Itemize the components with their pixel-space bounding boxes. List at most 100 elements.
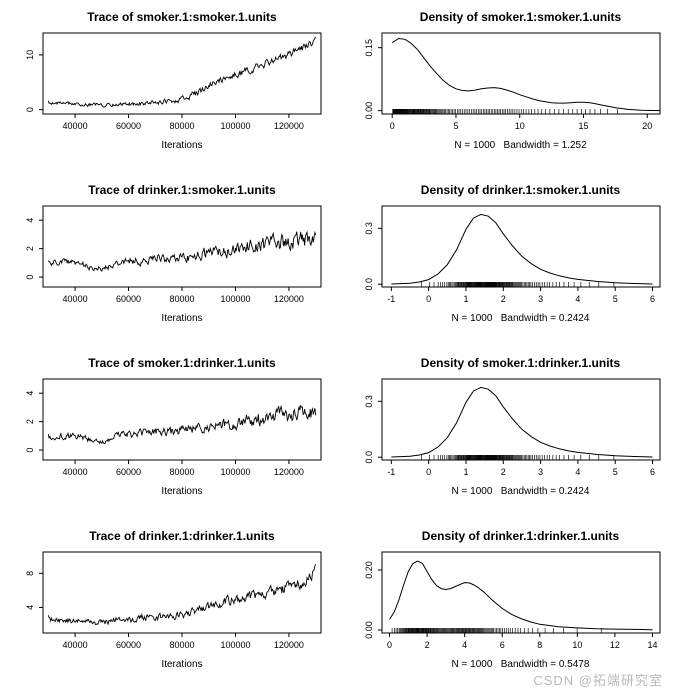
plot-canvas: 40000 60000 80000 100000 120000 4 8: [25, 551, 322, 650]
svg-text:5: 5: [453, 121, 458, 131]
svg-text:8: 8: [537, 640, 542, 650]
svg-text:120000: 120000: [274, 467, 304, 477]
svg-text:2: 2: [25, 246, 35, 251]
svg-text:2: 2: [424, 640, 429, 650]
svg-text:0: 0: [387, 640, 392, 650]
svg-text:4: 4: [462, 640, 467, 650]
plot-canvas: 0 2 4 6 8 10 12 14 0.00 0.20: [364, 551, 660, 650]
svg-text:5: 5: [612, 467, 617, 477]
svg-text:0: 0: [25, 275, 35, 280]
plot-canvas: 40000 60000 80000 100000 120000 0 2 4: [25, 378, 322, 477]
svg-text:0: 0: [25, 448, 35, 453]
plot-title: Density of drinker.1:drinker.1.units: [421, 529, 620, 543]
plot-bottom-label: N = 1000 Bandwidth = 0.2424: [451, 486, 590, 497]
plot-bottom-label: N = 1000 Bandwidth = 1.252: [454, 140, 587, 151]
svg-text:2: 2: [500, 467, 505, 477]
svg-text:120000: 120000: [274, 294, 304, 304]
svg-text:10: 10: [25, 50, 35, 60]
svg-text:14: 14: [647, 640, 657, 650]
svg-text:1: 1: [463, 294, 468, 304]
plot-cell: Density of drinker.1:smoker.1.units -1 0 1…: [338, 173, 677, 346]
plot-bottom-label: Iterations: [161, 659, 203, 670]
svg-text:8: 8: [25, 571, 35, 576]
svg-text:1: 1: [463, 467, 468, 477]
plot-title: Density of drinker.1:smoker.1.units: [420, 183, 621, 197]
svg-text:60000: 60000: [116, 640, 141, 650]
plot-canvas: -1 0 1 2 3 4 5 6 0.0 0.3: [364, 378, 660, 477]
svg-text:0.20: 0.20: [364, 561, 374, 579]
svg-text:2: 2: [25, 419, 35, 424]
plot-cell: Density of smoker.1:drinker.1.units -1 0 1…: [338, 346, 677, 519]
svg-text:15: 15: [578, 121, 588, 131]
plot-cell: Density of smoker.1:smoker.1.units 0 5 10 1…: [338, 0, 677, 173]
svg-text:-1: -1: [387, 467, 395, 477]
svg-text:0.3: 0.3: [364, 222, 374, 235]
svg-text:5: 5: [612, 294, 617, 304]
svg-text:4: 4: [575, 467, 580, 477]
svg-text:4: 4: [25, 218, 35, 223]
plot-title: Density of smoker.1:drinker.1.units: [420, 356, 621, 370]
svg-text:3: 3: [538, 294, 543, 304]
plot-title: Trace of drinker.1:drinker.1.units: [89, 529, 275, 543]
svg-text:100000: 100000: [220, 640, 250, 650]
svg-text:10: 10: [572, 640, 582, 650]
svg-text:80000: 80000: [169, 121, 194, 131]
plot-cell: Trace of drinker.1:drinker.1.units 40000…: [0, 519, 338, 692]
svg-text:120000: 120000: [274, 121, 304, 131]
svg-text:2: 2: [500, 294, 505, 304]
svg-text:12: 12: [609, 640, 619, 650]
plot-title: Trace of smoker.1:smoker.1.units: [87, 10, 277, 24]
svg-text:100000: 100000: [220, 467, 250, 477]
plot-bottom-label: Iterations: [161, 140, 203, 151]
plot-cell: Trace of drinker.1:smoker.1.units 40000 6…: [0, 173, 338, 346]
watermark-text: CSDN @拓端研究室: [533, 673, 663, 688]
svg-text:60000: 60000: [116, 294, 141, 304]
svg-text:6: 6: [650, 294, 655, 304]
svg-text:0: 0: [389, 121, 394, 131]
svg-text:3: 3: [538, 467, 543, 477]
svg-text:20: 20: [642, 121, 652, 131]
svg-text:0.00: 0.00: [364, 621, 374, 639]
svg-text:60000: 60000: [116, 121, 141, 131]
svg-text:0.00: 0.00: [364, 102, 374, 120]
svg-text:6: 6: [499, 640, 504, 650]
svg-text:0: 0: [25, 107, 35, 112]
svg-text:0: 0: [426, 294, 431, 304]
svg-text:0.15: 0.15: [364, 39, 374, 57]
svg-text:40000: 40000: [63, 467, 88, 477]
plot-title: Density of smoker.1:smoker.1.units: [419, 10, 622, 24]
plot-title: Trace of smoker.1:drinker.1.units: [88, 356, 276, 370]
svg-text:80000: 80000: [169, 294, 194, 304]
svg-text:40000: 40000: [63, 121, 88, 131]
svg-text:80000: 80000: [169, 640, 194, 650]
plot-canvas: 40000 60000 80000 100000 120000 0 10: [25, 32, 322, 131]
svg-text:-1: -1: [387, 294, 395, 304]
plot-cell: Trace of smoker.1:drinker.1.units 40000 6…: [0, 346, 338, 519]
svg-text:40000: 40000: [63, 294, 88, 304]
plot-canvas: 40000 60000 80000 100000 120000 0 2 4: [25, 205, 322, 304]
plot-bottom-label: N = 1000 Bandwidth = 0.2424: [451, 313, 590, 324]
svg-text:4: 4: [25, 605, 35, 610]
plot-cell: Trace of smoker.1:smoker.1.units 40000 60…: [0, 0, 338, 173]
svg-text:60000: 60000: [116, 467, 141, 477]
plot-bottom-label: Iterations: [161, 486, 203, 497]
svg-text:100000: 100000: [220, 294, 250, 304]
plot-canvas: 0 5 10 15 20 0.00 0.15: [364, 32, 660, 131]
svg-text:6: 6: [650, 467, 655, 477]
plot-title: Trace of drinker.1:smoker.1.units: [88, 183, 276, 197]
svg-text:0.3: 0.3: [364, 395, 374, 408]
svg-text:4: 4: [575, 294, 580, 304]
svg-text:120000: 120000: [274, 640, 304, 650]
svg-text:0.0: 0.0: [364, 278, 374, 291]
svg-text:100000: 100000: [220, 121, 250, 131]
svg-text:0.0: 0.0: [364, 451, 374, 464]
plot-cell: Density of drinker.1:drinker.1.units 0 2 4…: [338, 519, 677, 692]
svg-text:4: 4: [25, 391, 35, 396]
svg-text:10: 10: [514, 121, 524, 131]
plot-bottom-label: Iterations: [161, 313, 203, 324]
svg-text:40000: 40000: [63, 640, 88, 650]
plot-bottom-label: N = 1000 Bandwidth = 0.5478: [451, 659, 590, 670]
plot-canvas: -1 0 1 2 3 4 5 6 0.0 0.3: [364, 205, 660, 304]
svg-text:80000: 80000: [169, 467, 194, 477]
